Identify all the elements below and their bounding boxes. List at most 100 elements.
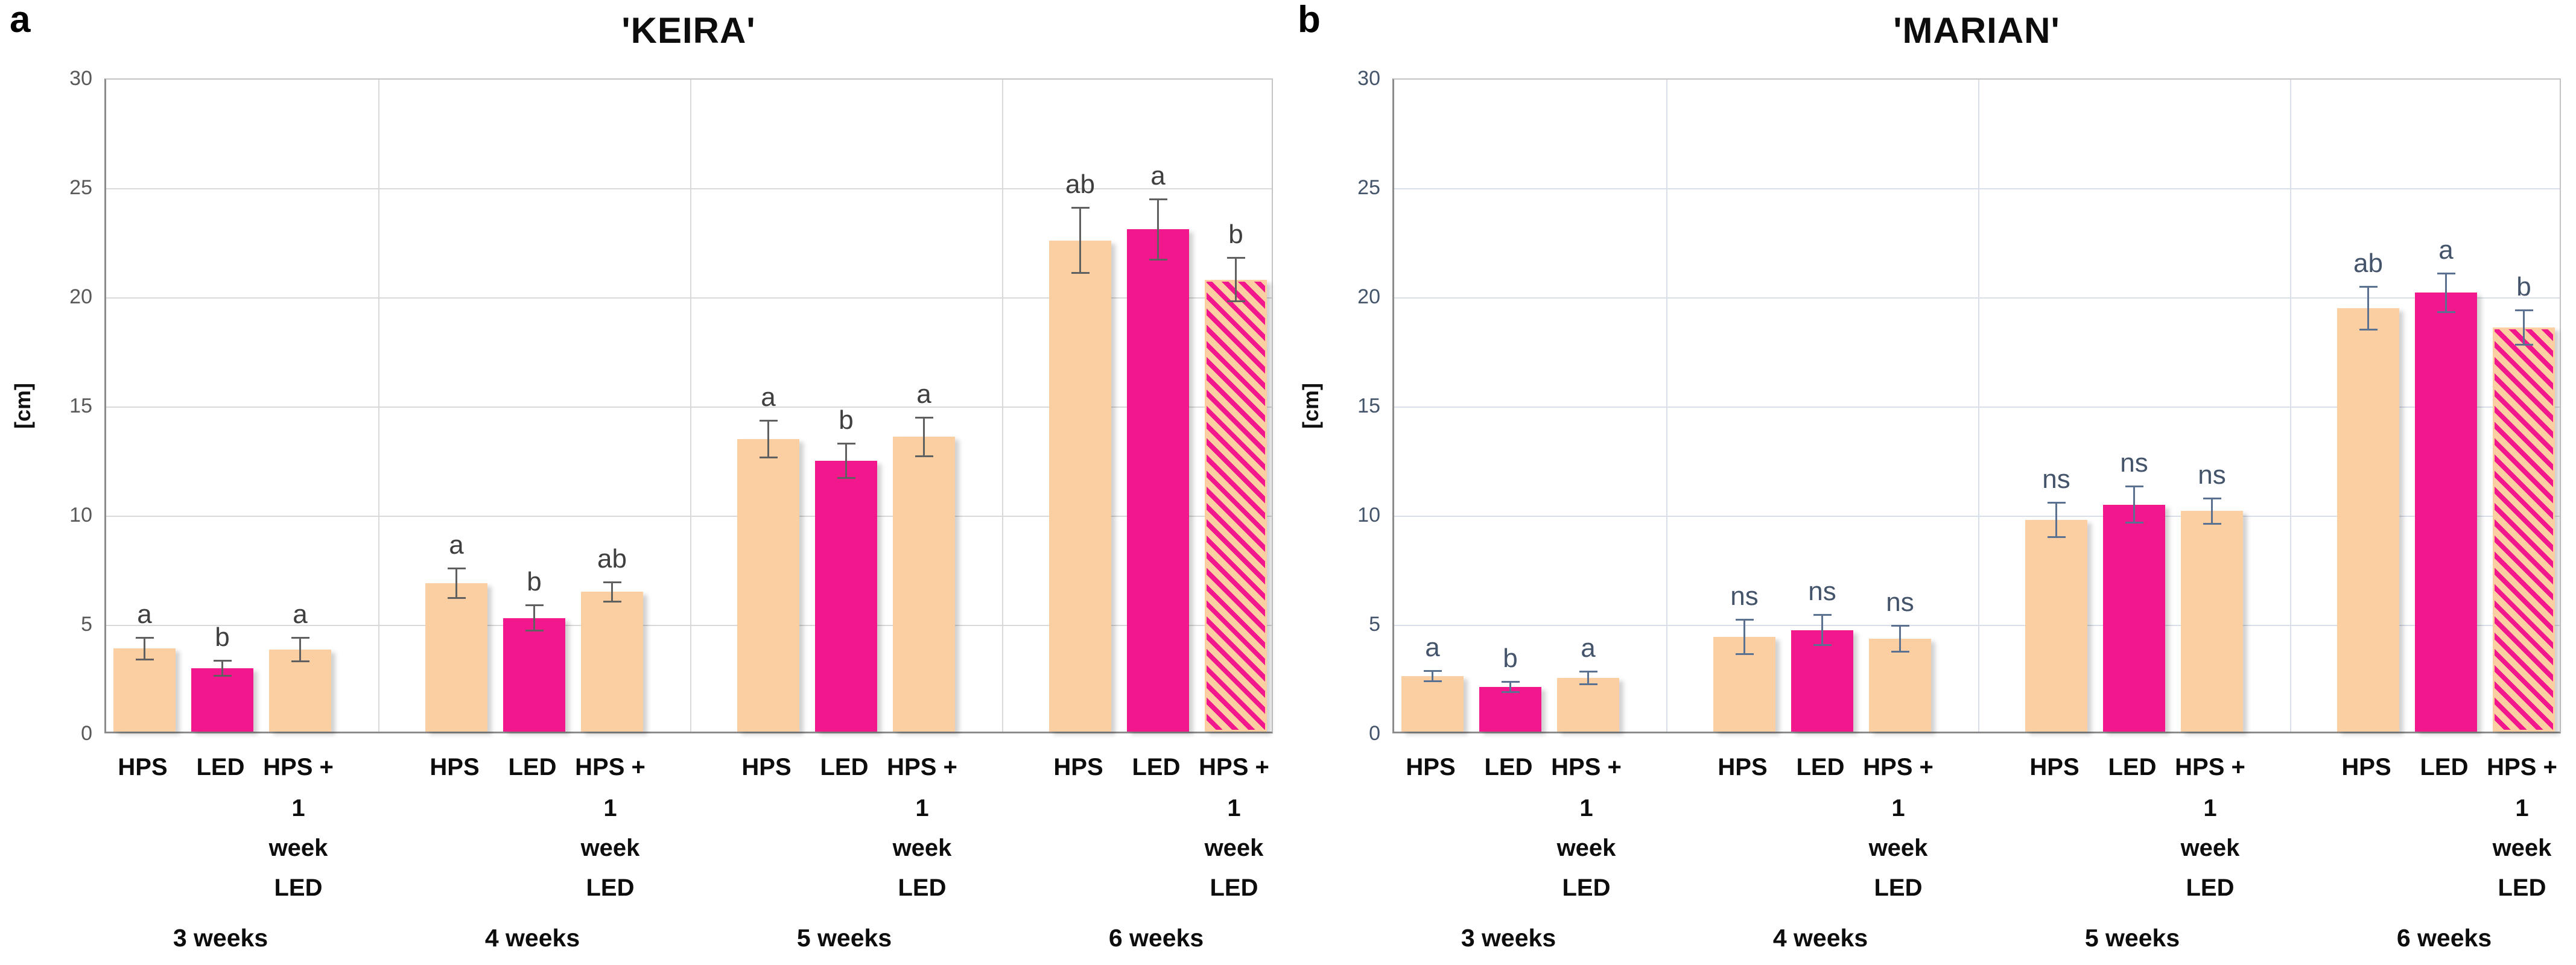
error-bar [923,417,925,457]
bar-led [191,668,253,732]
gridline-y-5 [106,625,1272,626]
treatment-label: HPS + [2487,754,2557,780]
error-bar-cap-bottom [1423,680,1442,682]
panel-letter-b: b [1298,0,1321,40]
error-bar-cap-bottom [213,674,232,677]
treatment-label: LED [1132,754,1181,780]
bar-hps [425,583,487,732]
treatment-label: HPS + [1199,754,1269,780]
bar-hps-1-week-led [2181,511,2243,732]
error-bar-cap-bottom [915,455,933,457]
sig-letter: b [1503,643,1518,673]
sig-letter: a [916,379,931,409]
treatment-label: HPS [1718,754,1768,780]
treatment-label: LED [2108,754,2157,780]
error-bar [221,660,223,676]
treatment-label-line: LED [1210,875,1258,901]
error-bar-cap-bottom [2203,523,2221,525]
bar-hps-1-week-led [269,650,331,732]
sig-letter: b [215,622,230,653]
sig-letter: ns [2198,460,2226,490]
gridline-y-20 [1394,297,2560,299]
bar-hps-1-week-led [581,592,643,732]
bar-hps [2025,519,2087,732]
week-group-label: 3 weeks [1461,924,1556,952]
error-bar [1587,671,1589,685]
gridline-y-25 [1394,188,2560,189]
error-bar [144,638,145,660]
error-bar-cap-top [1891,625,1909,627]
y-tick-label: 20 [1357,285,1380,308]
error-bar-cap-top [1501,680,1520,683]
y-tick-label: 5 [1369,613,1380,636]
error-bar-cap-top [291,637,309,639]
y-tick-label: 15 [1357,394,1380,417]
error-bar-cap-top [603,581,621,584]
error-bar-cap-top [1813,614,1832,616]
error-bar [1743,619,1745,654]
sig-letter: b [839,405,854,435]
treatment-label: HPS [741,754,792,780]
error-bar-cap-top [135,637,154,639]
gridline-y-5 [1394,625,2560,626]
gridline-y-10 [106,516,1272,517]
week-group-label: 5 weeks [2084,924,2180,952]
sig-letter: a [2438,235,2454,265]
error-bar-cap-top [213,660,232,662]
error-bar [1157,198,1159,261]
treatment-label-line: week [1868,835,1928,861]
gridline-group-separator [378,80,379,732]
error-bar-cap-bottom [1149,259,1167,261]
error-bar-cap-bottom [603,600,621,603]
treatment-label-line: LED [898,875,947,901]
error-bar-cap-bottom [837,477,855,479]
treatment-label-line: week [892,835,952,861]
treatment-label-line: LED [274,875,323,901]
treatment-label: HPS [430,754,480,780]
treatment-label-line: 1 [1891,795,1905,821]
sig-letter: ns [1886,587,1914,618]
sig-letter: a [1581,633,1596,663]
error-bar-cap-top [1423,669,1442,672]
error-bar-cap-bottom [447,597,466,600]
gridline-y-10 [1394,516,2560,517]
error-bar-cap-bottom [291,660,309,663]
sig-letter: ns [2120,448,2148,478]
chart-title-marian: 'MARIAN' [1893,10,2060,51]
bar-led [1127,229,1189,732]
gridline-y-25 [106,188,1272,189]
bar-led [503,618,565,732]
error-bar [1235,258,1237,302]
sig-letter: ab [1065,169,1095,200]
treatment-label: HPS + [1551,754,1622,780]
treatment-label: LED [1484,754,1533,780]
bar-hps-1-week-led [1557,678,1619,732]
gridline-group-separator [1978,80,1979,732]
y-tick-label: 20 [69,285,92,308]
treatment-label-line: 1 [915,795,929,821]
error-bar [533,605,535,631]
error-bar [1899,625,1901,652]
error-bar-cap-top [759,420,778,422]
gridline-group-separator [1666,80,1667,732]
panel-marian: b 'MARIAN' [cm] a b a ns ns ns ns ns ns ab a b 0 5 10… [1288,0,2576,965]
week-group-label: 3 weeks [173,924,268,952]
week-group-label: 5 weeks [796,924,892,952]
error-bar [845,443,847,479]
treatment-label: HPS [2029,754,2080,780]
treatment-label-line: week [2492,835,2552,861]
treatment-label: HPS + [887,754,957,780]
error-bar-cap-top [1579,671,1597,673]
y-tick-label: 30 [1357,67,1380,90]
sig-letter: ab [597,544,627,574]
sig-letter: a [761,382,776,413]
error-bar [2133,486,2135,524]
treatment-label: LED [508,754,557,780]
week-group-label: 6 weeks [1108,924,1204,952]
treatment-label: HPS [1053,754,1103,780]
error-bar [767,420,769,458]
treatment-label: HPS [2341,754,2391,780]
sig-letter: a [1425,632,1440,662]
error-bar-cap-bottom [2125,522,2143,524]
